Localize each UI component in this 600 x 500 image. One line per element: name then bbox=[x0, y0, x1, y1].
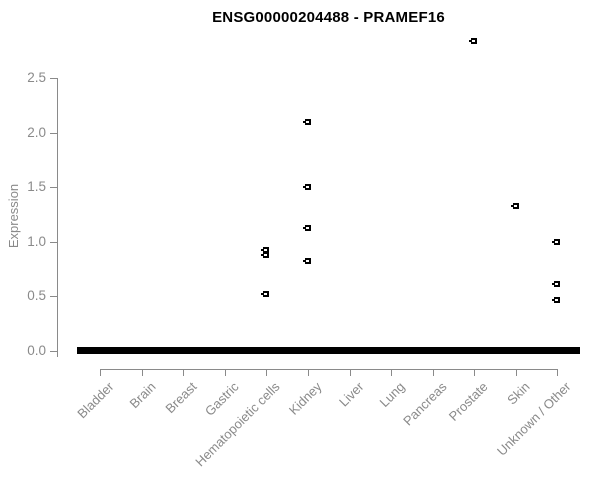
x-axis-line bbox=[99, 369, 558, 370]
x-tick bbox=[391, 370, 393, 376]
x-tick bbox=[266, 370, 268, 376]
x-tick bbox=[557, 370, 559, 376]
x-tick bbox=[307, 370, 309, 376]
x-tick bbox=[474, 370, 476, 376]
zero-cluster-dash bbox=[243, 347, 290, 354]
zero-cluster-dash bbox=[534, 347, 581, 354]
y-tick-label: 2.0 bbox=[27, 124, 46, 140]
y-tick bbox=[50, 78, 57, 79]
zero-cluster-dash bbox=[118, 347, 165, 354]
zero-cluster-dash bbox=[284, 347, 331, 354]
outlier-point bbox=[261, 251, 270, 258]
outlier-point bbox=[510, 202, 519, 209]
y-tick bbox=[50, 296, 57, 297]
y-tick-label: 0.5 bbox=[27, 288, 46, 303]
zero-cluster-dash bbox=[492, 347, 539, 354]
zero-cluster-dash bbox=[77, 347, 123, 354]
outlier-point bbox=[552, 297, 561, 304]
zero-cluster-dash bbox=[451, 347, 498, 354]
outlier-point bbox=[552, 238, 561, 245]
x-tick bbox=[432, 370, 434, 376]
chart-title: ENSG00000204488 - PRAMEF16 bbox=[212, 9, 445, 26]
y-tick-label: 2.5 bbox=[27, 70, 46, 85]
zero-cluster-dash bbox=[326, 347, 373, 354]
outlier-point bbox=[469, 37, 478, 44]
x-tick bbox=[183, 370, 185, 376]
y-tick-label: 1.0 bbox=[27, 233, 46, 249]
zero-cluster-dash bbox=[409, 347, 456, 354]
outlier-point bbox=[302, 258, 311, 265]
zero-cluster-dash bbox=[160, 347, 207, 354]
outlier-point bbox=[261, 247, 270, 254]
y-tick-label: 0.0 bbox=[27, 342, 46, 358]
y-tick bbox=[50, 350, 57, 352]
y-tick bbox=[50, 132, 57, 134]
y-axis-title: Expression bbox=[6, 183, 21, 249]
outlier-point bbox=[302, 225, 311, 232]
zero-cluster-dash bbox=[201, 347, 248, 354]
x-tick bbox=[515, 370, 517, 376]
outlier-point bbox=[261, 290, 270, 297]
x-tick bbox=[224, 370, 226, 376]
x-tick bbox=[349, 370, 351, 376]
y-tick bbox=[50, 241, 57, 243]
zero-cluster-dash bbox=[368, 347, 415, 354]
y-tick bbox=[50, 187, 57, 188]
x-tick bbox=[100, 370, 101, 376]
x-tick bbox=[141, 370, 143, 376]
outlier-point bbox=[302, 184, 311, 190]
y-axis-line bbox=[57, 78, 58, 357]
y-tick-label: 1.5 bbox=[27, 179, 46, 194]
outlier-point bbox=[302, 118, 311, 125]
outlier-point bbox=[552, 281, 561, 287]
